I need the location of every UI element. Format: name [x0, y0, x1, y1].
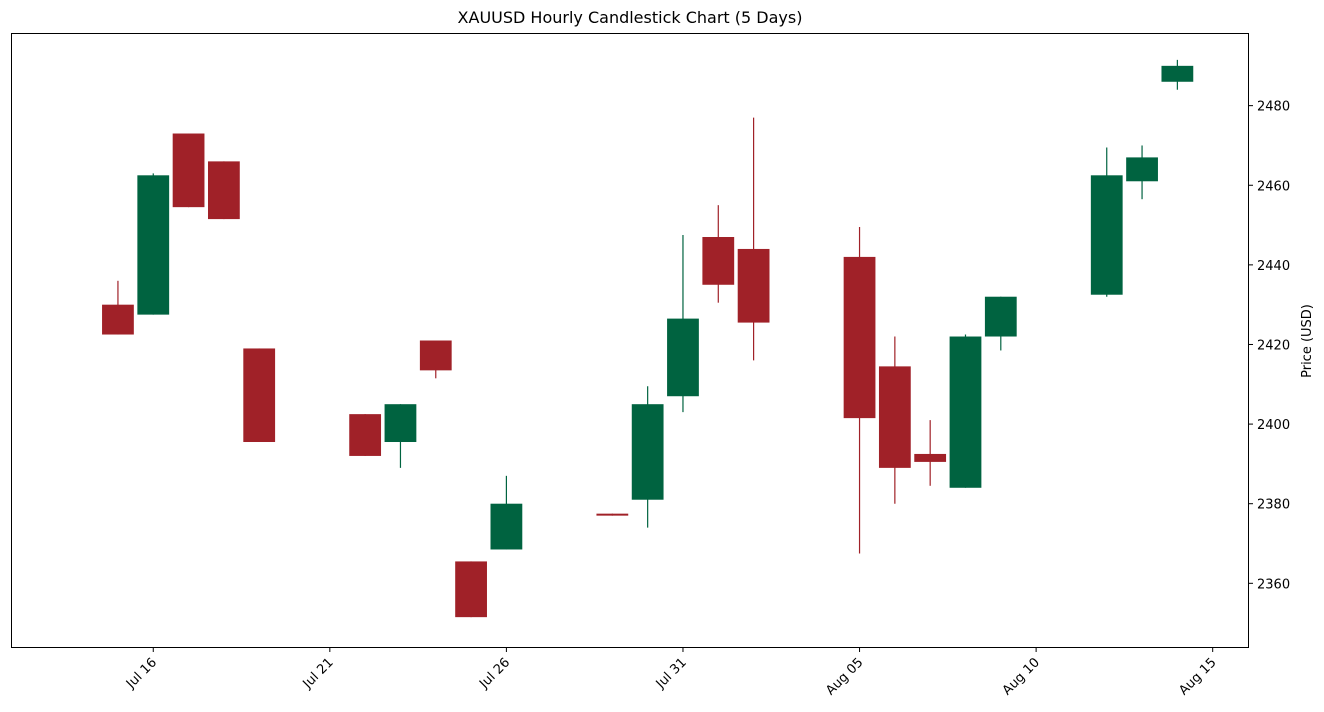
candle-body: [455, 561, 487, 618]
candle: [172, 133, 205, 208]
x-tick-label: Jul 31: [653, 655, 690, 692]
y-tick-label: 2400: [1257, 418, 1290, 433]
candle-body: [490, 503, 523, 550]
candle-body: [1126, 157, 1158, 182]
y-tick-label: 2380: [1257, 498, 1290, 513]
candle: [737, 117, 770, 361]
y-tick-label: 2360: [1257, 577, 1290, 592]
x-tick-label: Aug 10: [1000, 655, 1043, 698]
candle-body: [207, 161, 240, 220]
candle: [984, 296, 1017, 351]
candle: [878, 336, 911, 504]
candle: [490, 475, 523, 550]
candle-body: [137, 175, 170, 315]
candle: [419, 340, 452, 379]
candle: [702, 205, 735, 303]
chart-title: XAUUSD Hourly Candlestick Chart (5 Days): [458, 8, 803, 27]
candle: [137, 173, 170, 315]
candle: [667, 235, 699, 413]
candle: [596, 513, 629, 516]
x-tick-label: Jul 21: [300, 655, 337, 692]
candle: [349, 414, 382, 456]
candle: [455, 561, 487, 618]
candle: [1126, 145, 1158, 200]
candle-body: [349, 414, 382, 456]
candle-body: [419, 340, 452, 371]
candle-body: [737, 248, 770, 323]
y-tick-label: 2420: [1257, 338, 1290, 353]
y-tick-label: 2440: [1257, 259, 1290, 274]
candle-body: [843, 256, 876, 419]
x-tick-label: Aug 05: [823, 655, 866, 698]
candle: [384, 404, 417, 468]
candle: [1090, 147, 1123, 297]
candle-body: [914, 453, 947, 462]
candle-body: [631, 404, 664, 500]
candle-body: [702, 237, 735, 285]
y-tick-label: 2460: [1257, 179, 1290, 194]
candle: [631, 386, 664, 528]
candle-body: [172, 133, 205, 208]
candle-body: [667, 318, 699, 397]
candle: [207, 161, 240, 220]
candle-body: [1161, 65, 1194, 82]
candle-body: [984, 296, 1017, 337]
y-axis: 2360 2380 2400 2420 2440 2460 2480: [1248, 100, 1290, 592]
candle: [1161, 59, 1194, 90]
x-axis: Jul 16 Jul 21 Jul 26 Jul 31 Aug 05 Aug 10 Aug …: [123, 647, 1220, 698]
y-axis-label: Price (USD): [1300, 304, 1315, 378]
candle: [914, 420, 947, 486]
candle-body: [102, 304, 134, 335]
candle-body: [878, 366, 911, 468]
x-tick-label: Aug 15: [1176, 655, 1219, 698]
candle-body: [243, 348, 276, 443]
candle-body: [1090, 175, 1123, 295]
candle: [243, 348, 276, 443]
candle: [843, 227, 876, 554]
x-tick-label: Jul 26: [476, 655, 513, 692]
candle: [102, 280, 134, 335]
candle-body: [596, 513, 629, 516]
candle-body: [949, 336, 982, 488]
y-tick-label: 2480: [1257, 100, 1290, 115]
plot-frame: [11, 33, 1249, 648]
candles-layer: [102, 59, 1194, 618]
x-tick-label: Jul 16: [123, 655, 160, 692]
candle: [949, 334, 982, 488]
candle-body: [384, 404, 417, 443]
